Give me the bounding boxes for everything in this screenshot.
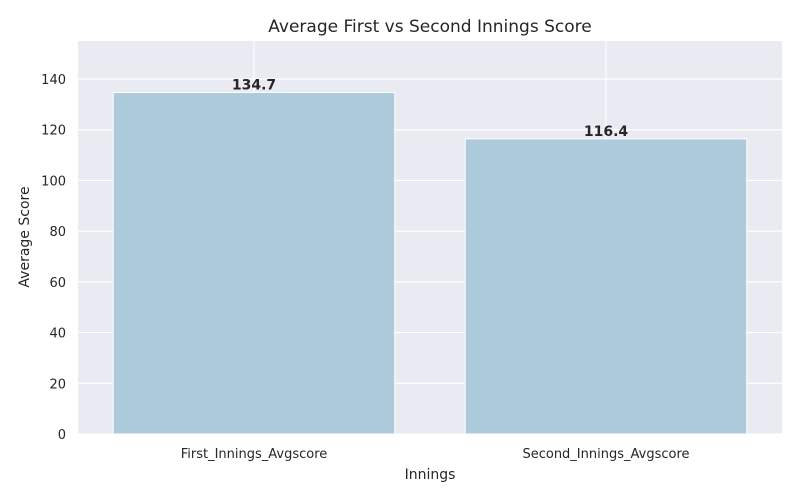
y-tick-label: 140	[41, 73, 66, 88]
x-axis-label: Innings	[405, 467, 456, 483]
bar-value-label: 116.4	[584, 124, 629, 140]
data-labels: 134.7 116.4	[232, 77, 629, 139]
bar-first-innings-avgscore	[112, 91, 396, 435]
y-tick-label: 40	[49, 327, 66, 342]
x-tick-label: Second_Innings_Avgscore	[522, 447, 689, 462]
y-tick-label: 60	[49, 276, 66, 291]
chart-title: Average First vs Second Innings Score	[268, 17, 591, 37]
y-tick-label: 20	[49, 377, 66, 392]
x-axis-ticks: First_Innings_Avgscore Second_Innings_Avg…	[181, 447, 690, 462]
x-tick-label: First_Innings_Avgscore	[181, 447, 328, 462]
y-tick-label: 120	[41, 124, 66, 139]
y-tick-label: 100	[41, 174, 66, 189]
bars	[112, 91, 748, 435]
bar-second-innings-avgscore	[464, 138, 748, 435]
y-tick-label: 80	[49, 225, 66, 240]
y-axis-ticks: 0 20 40 60 80 100 120 140	[41, 73, 66, 443]
bar-value-label: 134.7	[232, 77, 276, 93]
y-tick-label: 0	[58, 428, 66, 443]
y-axis-label: Average Score	[17, 186, 33, 287]
